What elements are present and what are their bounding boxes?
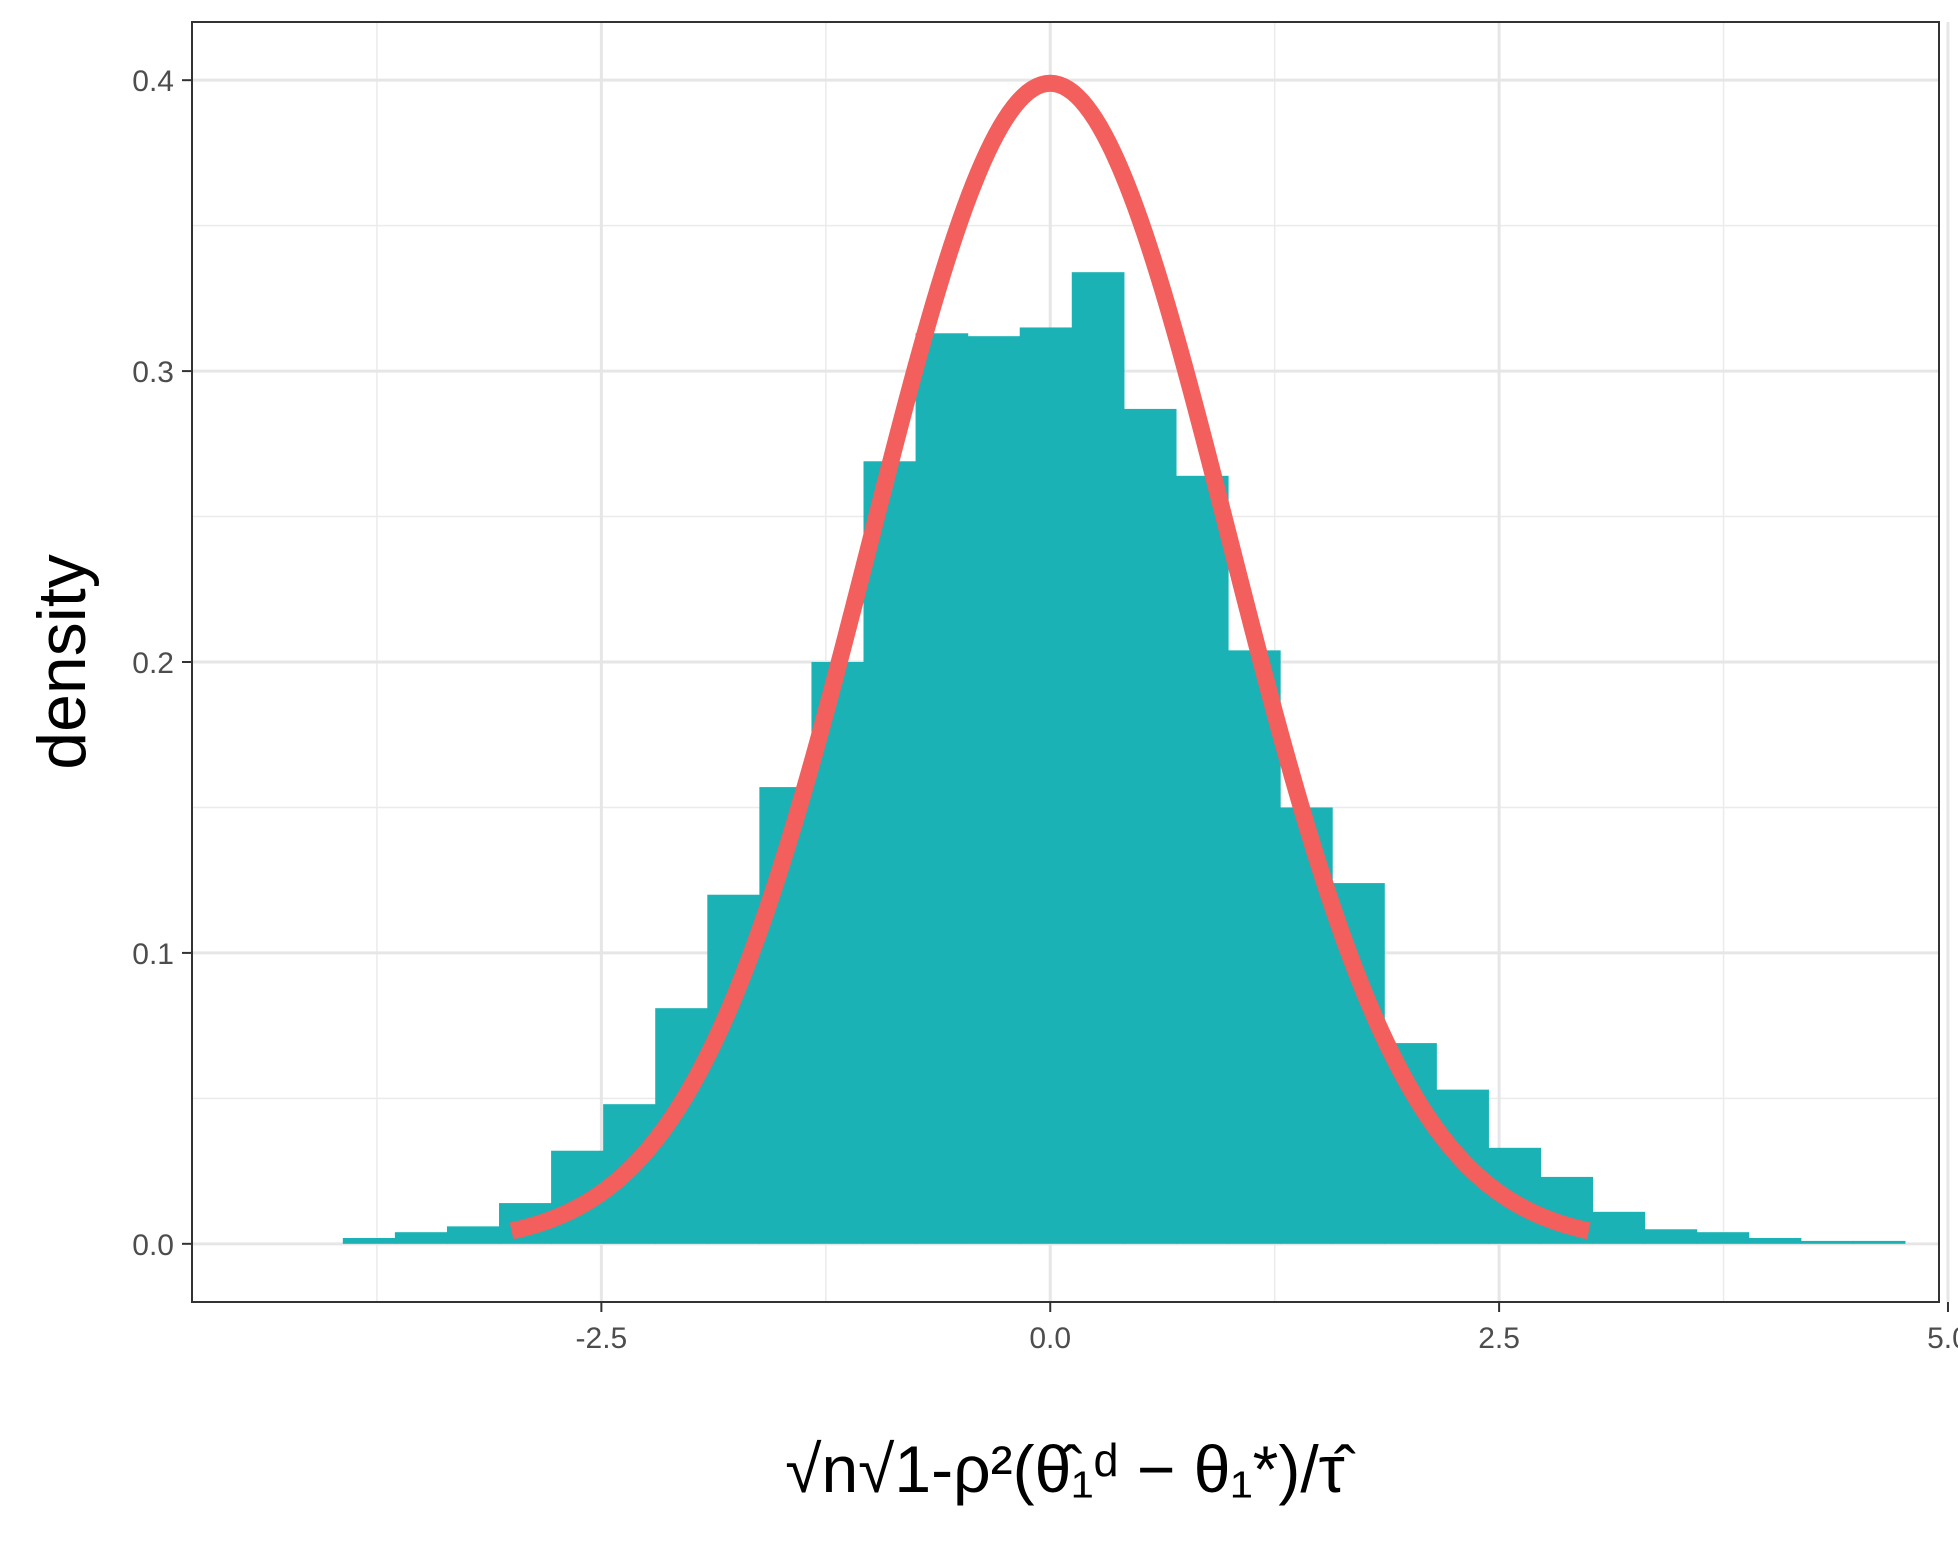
histogram-bar bbox=[967, 336, 1021, 1244]
histogram-bar bbox=[394, 1232, 448, 1244]
histogram-bar bbox=[1227, 650, 1281, 1244]
histogram-bar bbox=[1019, 327, 1073, 1244]
y-axis-title: density bbox=[24, 554, 100, 769]
histogram-bar bbox=[1071, 272, 1125, 1244]
histogram-bar bbox=[1123, 408, 1177, 1244]
histogram-bar bbox=[1592, 1211, 1646, 1244]
histogram-bar bbox=[1175, 475, 1229, 1244]
histogram-bar bbox=[1644, 1229, 1698, 1244]
x-axis-ticks: -2.5 0.0 2.5 5.0 bbox=[576, 1302, 1958, 1355]
histogram-bar bbox=[1748, 1238, 1802, 1244]
histogram-bar bbox=[1852, 1240, 1906, 1244]
x-axis-title: √n√1-ρ²(θ̂₁ᵈ − θ₁*)/τ̂ bbox=[785, 1432, 1355, 1506]
x-tick-label: 5.0 bbox=[1927, 1322, 1958, 1355]
histogram-bar bbox=[1800, 1240, 1854, 1244]
density-curve bbox=[507, 74, 1593, 1240]
y-tick-label: 0.2 bbox=[132, 647, 174, 680]
y-axis-ticks: 0.0 0.1 0.2 0.3 0.4 bbox=[132, 65, 192, 1262]
y-tick-label: 0.4 bbox=[132, 65, 174, 98]
histogram-bar bbox=[446, 1226, 500, 1244]
x-tick-label: 2.5 bbox=[1478, 1322, 1520, 1355]
density-curve-layer bbox=[507, 74, 1593, 1240]
x-tick-label: -2.5 bbox=[576, 1322, 628, 1355]
y-tick-label: 0.0 bbox=[132, 1229, 174, 1262]
histogram-bar bbox=[1696, 1232, 1750, 1244]
x-tick-label: 0.0 bbox=[1029, 1322, 1071, 1355]
histogram-bar bbox=[915, 333, 969, 1244]
histogram-bar bbox=[863, 461, 917, 1244]
histogram-bar bbox=[342, 1238, 396, 1244]
y-tick-label: 0.1 bbox=[132, 938, 174, 971]
y-tick-label: 0.3 bbox=[132, 356, 174, 389]
